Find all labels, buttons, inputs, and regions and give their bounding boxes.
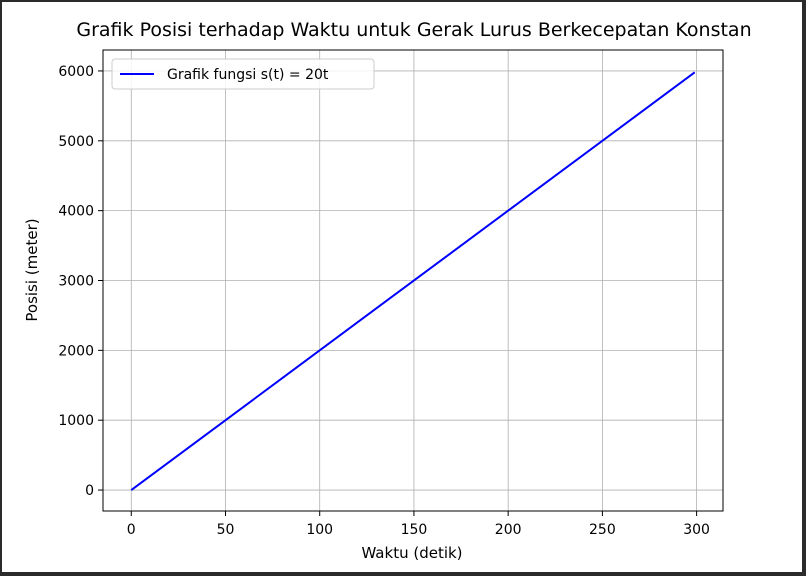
y-tick-label: 3000 [58, 274, 94, 290]
series-layer [130, 71, 696, 491]
legend: Grafik fungsi s(t) = 20t [111, 58, 375, 90]
chart-title: Grafik Posisi terhadap Waktu untuk Gerak… [76, 19, 751, 41]
grid [103, 50, 723, 511]
series-line [130, 71, 696, 491]
x-tick-label: 250 [589, 522, 616, 538]
legend-box [111, 58, 375, 90]
x-tick-label: 0 [127, 522, 136, 538]
y-tick-label: 0 [85, 483, 94, 499]
legend-label: Grafik fungsi s(t) = 20t [167, 67, 329, 83]
y-tick-label: 6000 [58, 64, 94, 80]
y-tick-label: 4000 [58, 204, 94, 220]
y-tick-label: 1000 [58, 413, 94, 429]
x-tick-label: 300 [683, 522, 710, 538]
x-tick-label: 200 [495, 522, 522, 538]
x-axis: 0 50 100 150 200 250 300 [127, 511, 710, 538]
x-axis-label: Waktu (detik) [361, 544, 462, 562]
x-tick-label: 100 [306, 522, 333, 538]
y-tick-label: 5000 [58, 134, 94, 150]
x-tick-label: 150 [401, 522, 428, 538]
y-tick-label: 2000 [58, 343, 94, 359]
x-tick-label: 50 [217, 522, 235, 538]
y-axis: 0 1000 2000 3000 4000 5000 6000 [58, 64, 103, 499]
y-axis-label: Posisi (meter) [23, 218, 41, 321]
